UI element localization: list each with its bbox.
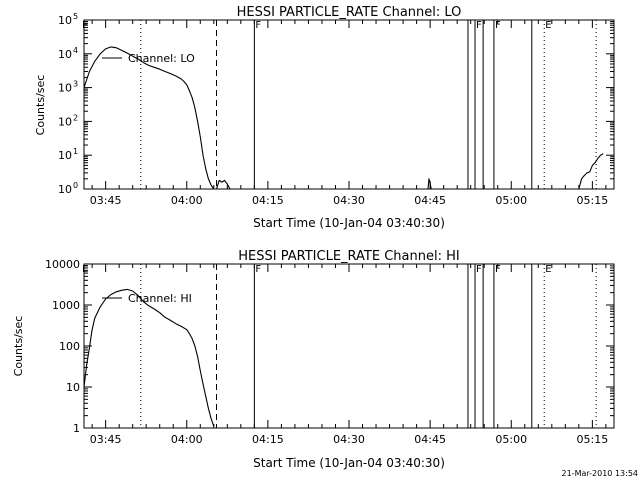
marker-flag: F: [495, 264, 501, 275]
series-line-0: [83, 288, 215, 427]
y-tick-label: 1: [73, 422, 80, 435]
x-tick-label: 04:15: [252, 194, 284, 207]
chart-title: HESSI PARTICLE_RATE Channel: HI: [238, 249, 459, 264]
x-axis-label: Start Time (10-Jan-04 03:40:30): [253, 456, 445, 470]
y-tick-label: 1000: [52, 299, 80, 312]
x-tick-label: 04:15: [252, 433, 284, 446]
x-tick-label: 03:45: [90, 194, 122, 207]
marker-flag: F: [255, 264, 261, 275]
y-tick-label: 10: [58, 48, 72, 61]
y-tick-label: 10000: [45, 258, 80, 271]
y-tick-label-exponent: 5: [73, 12, 78, 21]
y-tick-label-exponent: 4: [73, 46, 78, 55]
y-axis-label: Counts/sec: [34, 75, 47, 136]
x-tick-label: 03:45: [90, 433, 122, 446]
footer-timestamp: 21-Mar-2010 13:54: [562, 469, 639, 478]
x-tick-label: 04:30: [333, 194, 365, 207]
series-line-1: [215, 179, 231, 190]
legend-label: Channel: HI: [128, 292, 192, 305]
hi-channel-panel: HESSI PARTICLE_RATE Channel: HI Counts/se…: [12, 249, 615, 470]
y-tick-label-exponent: 3: [73, 80, 78, 89]
y-tick-label: 100: [59, 340, 80, 353]
marker-flag: F: [255, 20, 261, 31]
marker-flag: F: [476, 20, 482, 31]
series-line-3: [578, 153, 604, 190]
chart-title: HESSI PARTICLE_RATE Channel: LO: [237, 5, 462, 20]
marker-flag-left: E: [82, 20, 88, 31]
legend-label: Channel: LO: [128, 52, 195, 65]
y-tick-label: 10: [58, 183, 72, 196]
x-axis-label: Start Time (10-Jan-04 03:40:30): [253, 216, 445, 230]
x-tick-label: 05:15: [577, 194, 609, 207]
y-tick-label: 10: [58, 149, 72, 162]
x-tick-label: 05:00: [495, 194, 527, 207]
x-tick-label: 05:00: [495, 433, 527, 446]
lo-channel-panel: HESSI PARTICLE_RATE Channel: LO Counts/se…: [34, 5, 615, 230]
y-axis-label: Counts/sec: [12, 316, 25, 377]
marker-flag: F: [495, 20, 501, 31]
x-tick-label: 04:00: [171, 194, 203, 207]
marker-flag: E: [545, 264, 551, 275]
y-tick-label: 10: [58, 115, 72, 128]
x-tick-label: 04:00: [171, 433, 203, 446]
marker-flag: E: [545, 20, 551, 31]
y-tick-label-exponent: 2: [73, 113, 78, 122]
series-line-0: [83, 46, 216, 190]
x-tick-label: 05:15: [577, 433, 609, 446]
series-line-2: [427, 178, 432, 190]
y-tick-label: 10: [58, 82, 72, 95]
y-tick-label-exponent: 1: [73, 147, 78, 156]
x-tick-label: 04:45: [414, 433, 446, 446]
marker-flag: F: [476, 264, 482, 275]
x-tick-label: 04:30: [333, 433, 365, 446]
x-tick-label: 04:45: [414, 194, 446, 207]
y-tick-label-exponent: 0: [73, 181, 78, 190]
y-tick-label: 10: [58, 14, 72, 27]
marker-flag-left: E: [82, 264, 88, 275]
y-tick-label: 10: [66, 381, 80, 394]
